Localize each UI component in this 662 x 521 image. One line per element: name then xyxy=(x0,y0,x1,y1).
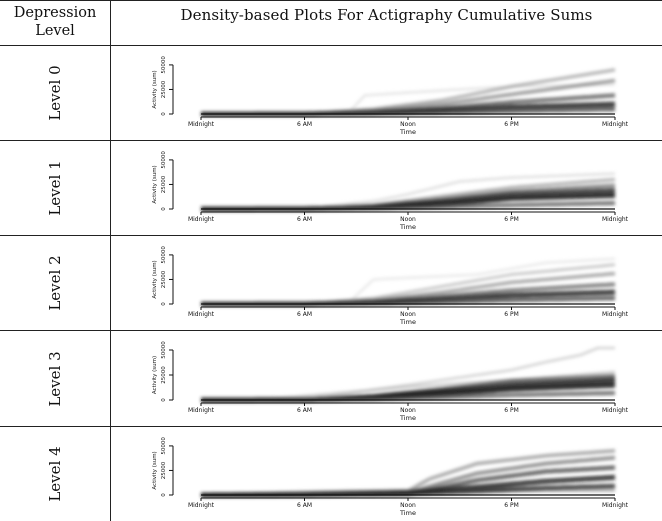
x-tick-label: 6 AM xyxy=(297,502,312,509)
y-tick-label: 0 xyxy=(161,398,167,402)
level-label-cell: Level 0 xyxy=(0,46,110,140)
x-tick-label: Midnight xyxy=(602,311,629,318)
x-tick-label: Midnight xyxy=(188,216,215,223)
depression-level-header: Depression Level xyxy=(13,5,97,39)
x-tick-label: Midnight xyxy=(188,121,215,128)
x-axis-label: Time xyxy=(399,318,416,326)
header-rule xyxy=(0,45,662,46)
y-tick-label: 50000 xyxy=(161,56,167,74)
x-tick-label: Midnight xyxy=(188,502,215,509)
x-tick-label: 6 AM xyxy=(297,311,312,318)
level-row: Level 3 0 25000 50000 Activity (sum) Midnight… xyxy=(0,331,662,427)
x-tick-label: 6 PM xyxy=(504,216,519,223)
level-row: Level 4 0 25000 50000 Activity (sum) Midnight… xyxy=(0,427,662,521)
x-tick-label: 6 PM xyxy=(504,407,519,414)
level-label-cell: Level 1 xyxy=(0,141,110,235)
x-tick-label: Midnight xyxy=(188,407,215,414)
level-row: Level 2 0 25000 50000 Activity (sum) Midnight… xyxy=(0,236,662,331)
y-tick-label: 50000 xyxy=(161,437,167,455)
x-tick-label: Midnight xyxy=(602,502,629,509)
x-tick-label: Noon xyxy=(400,121,416,128)
level-label: Level 0 xyxy=(46,65,64,121)
level-label: Level 1 xyxy=(46,160,64,216)
y-tick-label: 50000 xyxy=(161,151,167,169)
y-tick-label: 0 xyxy=(161,112,167,116)
x-tick-label: Midnight xyxy=(602,121,629,128)
y-tick-label: 0 xyxy=(161,302,167,306)
x-axis-label: Time xyxy=(399,223,416,231)
x-tick-label: Noon xyxy=(400,216,416,223)
x-tick-label: 6 AM xyxy=(297,121,312,128)
y-tick-label: 0 xyxy=(161,493,167,497)
x-axis-label: Time xyxy=(399,128,416,136)
row-rule xyxy=(0,140,662,141)
level-row: Level 1 0 25000 50000 Activity (sum) Midnight… xyxy=(0,141,662,236)
x-tick-label: Noon xyxy=(400,407,416,414)
row-rule xyxy=(0,426,662,427)
y-tick-label: 50000 xyxy=(161,246,167,264)
x-axis-label: Time xyxy=(399,414,416,422)
x-tick-label: 6 AM xyxy=(297,407,312,414)
x-tick-label: 6 AM xyxy=(297,216,312,223)
x-tick-label: 6 PM xyxy=(504,502,519,509)
y-axis-label: Activity (sum) xyxy=(152,356,158,394)
x-tick-label: Midnight xyxy=(602,407,629,414)
x-tick-label: 6 PM xyxy=(504,311,519,318)
y-tick-label: 25000 xyxy=(161,461,167,479)
y-axis-label: Activity (sum) xyxy=(152,165,158,203)
row-rule xyxy=(0,235,662,236)
row-rule xyxy=(0,330,662,331)
y-axis-label: Activity (sum) xyxy=(152,451,158,489)
x-tick-label: Midnight xyxy=(188,311,215,318)
y-tick-label: 25000 xyxy=(161,270,167,288)
y-axis-label: Activity (sum) xyxy=(152,70,158,108)
level-label-cell: Level 2 xyxy=(0,236,110,330)
level-label: Level 2 xyxy=(46,255,64,311)
y-tick-label: 50000 xyxy=(161,341,167,359)
y-axis-label: Activity (sum) xyxy=(152,260,158,298)
level-label: Level 3 xyxy=(46,350,64,407)
table-top-rule xyxy=(0,0,662,1)
level-row: Level 0 0 25000 50000 Activity (sum) Midnight… xyxy=(0,46,662,141)
level-label-cell: Level 4 xyxy=(0,427,110,521)
x-tick-label: Noon xyxy=(400,311,416,318)
level-label-cell: Level 3 xyxy=(0,331,110,426)
figure-title: Density-based Plots For Actigraphy Cumul… xyxy=(180,6,593,24)
y-tick-label: 0 xyxy=(161,207,167,211)
level-label: Level 4 xyxy=(46,446,64,502)
x-tick-label: Noon xyxy=(400,502,416,509)
y-tick-label: 25000 xyxy=(161,175,167,193)
column-divider xyxy=(110,0,111,521)
x-tick-label: Midnight xyxy=(602,216,629,223)
y-tick-label: 25000 xyxy=(161,366,167,384)
x-tick-label: 6 PM xyxy=(504,121,519,128)
x-axis-label: Time xyxy=(399,509,416,517)
y-tick-label: 25000 xyxy=(161,80,167,98)
